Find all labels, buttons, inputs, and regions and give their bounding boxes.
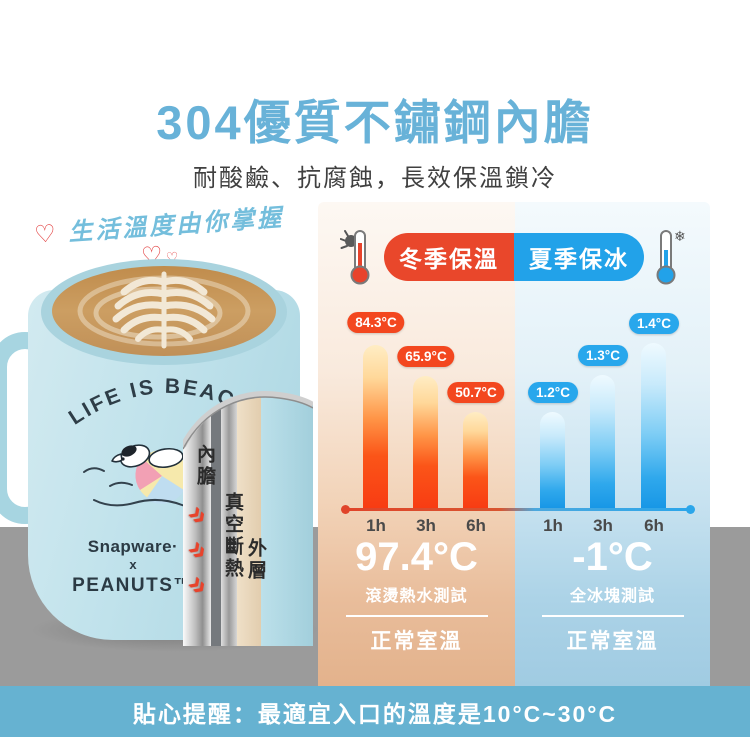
- cold-tick-3h: 3h: [593, 516, 613, 535]
- cold-bar-6h: [641, 343, 666, 508]
- brand-peanuts: PEANUTS™: [72, 574, 194, 596]
- axis-endpoint-hot: [341, 505, 350, 514]
- cold-stat-value: -1°C: [572, 535, 653, 579]
- cold-bar-3h: [590, 375, 615, 508]
- heart-icon: ♡: [33, 220, 60, 249]
- x-axis: [345, 508, 690, 511]
- snowflake-icon: ❄: [674, 228, 686, 244]
- brand-lockup: Snapware· x PEANUTS™: [28, 536, 238, 597]
- cutaway-layers: [183, 391, 313, 646]
- hot-bar-1h: [363, 345, 388, 508]
- hot-stat-test: 滾燙熱水測試: [365, 588, 468, 605]
- cold-value-badge-3h: 1.3°C: [578, 345, 628, 366]
- layer-label-vacuum: 真空斷熱: [222, 492, 243, 580]
- brand-x: x: [129, 557, 137, 573]
- cold-stat-test: 全冰塊測試: [569, 588, 655, 605]
- hot-value-badge-6h: 50.7°C: [447, 382, 505, 403]
- cold-tick-6h: 6h: [644, 516, 664, 535]
- footer-reminder-band: 貼心提醒：最適宜入口的溫度是10°C~30°C: [0, 686, 750, 737]
- snoopy-illustration: [83, 444, 221, 509]
- hot-thermometer-icon: [340, 230, 370, 285]
- cold-value-badge-6h: 1.4°C: [629, 313, 679, 334]
- hot-value-badge-1h: 84.3°C: [347, 312, 405, 333]
- hot-stat-divider: [345, 615, 488, 617]
- cold-bar-1h: [540, 412, 565, 508]
- chart-header: 冬季保溫 夏季保冰 ❄: [318, 228, 710, 286]
- cold-stat-condition: 正常室溫: [566, 630, 659, 653]
- hot-stat-condition: 正常室溫: [370, 630, 463, 653]
- coffee-latte-art: [41, 259, 287, 365]
- page-title: 304優質不鏽鋼內膽: [156, 96, 594, 149]
- hot-tick-1h: 1h: [366, 516, 386, 535]
- hot-tick-3h: 3h: [416, 516, 436, 535]
- brand-snapware: Snapware·: [87, 537, 179, 556]
- hot-stats: 97.4°C 滾燙熱水測試 正常室溫: [318, 534, 515, 655]
- layer-label-inner: 內膽: [194, 444, 215, 488]
- cold-tick-1h: 1h: [543, 516, 563, 535]
- cold-stat-divider: [541, 615, 684, 617]
- footer-reminder-text: 貼心提醒：最適宜入口的溫度是10°C~30°C: [132, 700, 618, 727]
- cold-stats: -1°C 全冰塊測試 正常室溫: [515, 534, 710, 655]
- chart-panel: 冬季保溫 夏季保冰 ❄ 84.3°C 65.9°C 50.7°C 1.2°C 1…: [318, 202, 710, 686]
- hot-bar-3h: [413, 376, 438, 508]
- cold-value-badge-1h: 1.2°C: [528, 382, 578, 403]
- hot-value-badge-3h: 65.9°C: [397, 346, 455, 367]
- hot-bar-6h: [463, 412, 488, 508]
- axis-endpoint-cold: [686, 505, 695, 514]
- page-subtitle: 耐酸鹼、抗腐蝕，長效保溫鎖冷: [193, 165, 557, 192]
- hot-title-pill: 冬季保溫: [384, 233, 514, 281]
- layer-label-outer: 外層: [245, 538, 266, 582]
- hot-stat-value: 97.4°C: [355, 535, 478, 579]
- slogan-text: 生活溫度由你掌握: [67, 204, 285, 247]
- cold-title-pill: 夏季保冰: [514, 233, 644, 281]
- cold-thermometer-icon: ❄: [656, 228, 686, 285]
- hot-tick-6h: 6h: [466, 516, 486, 535]
